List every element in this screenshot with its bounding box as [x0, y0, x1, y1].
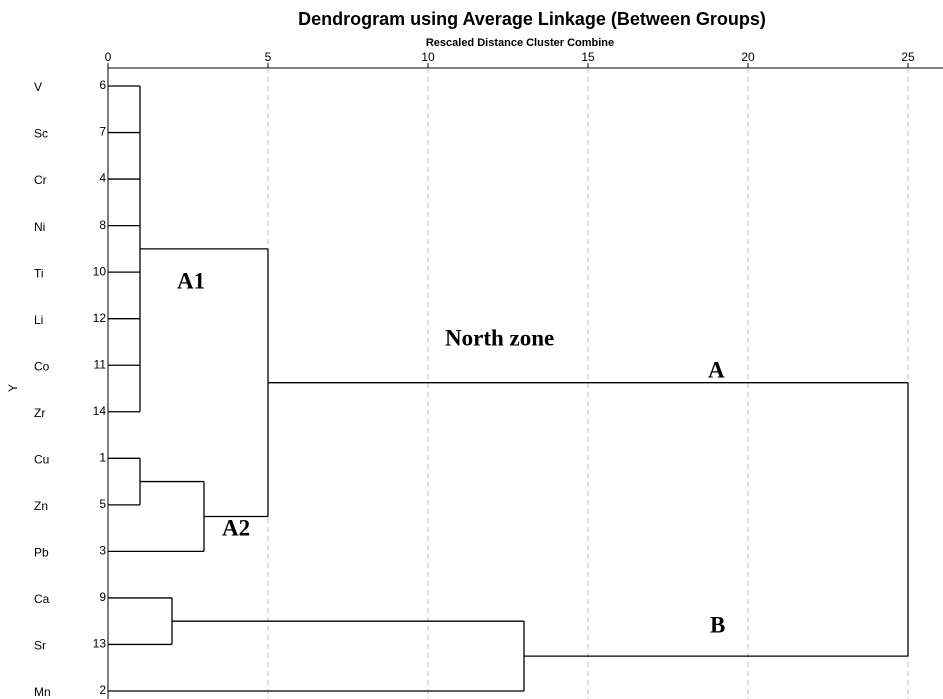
x-tick-label: 5 — [265, 50, 272, 64]
case-number: 3 — [99, 544, 106, 558]
leaf-label: Cu — [34, 452, 49, 466]
chart-subtitle: Rescaled Distance Cluster Combine — [426, 37, 614, 49]
leaf-label: Zn — [34, 499, 48, 513]
case-number: 9 — [99, 590, 106, 604]
case-number: 7 — [99, 125, 106, 139]
case-number: 2 — [99, 683, 106, 697]
annotation: A1 — [177, 268, 205, 293]
x-tick-label: 0 — [105, 50, 112, 64]
leaf-label: Pb — [34, 546, 49, 560]
leaf-label: Cr — [34, 173, 47, 187]
case-number: 12 — [93, 311, 107, 325]
leaf-label: Zr — [34, 406, 45, 420]
leaf-label: Sc — [34, 127, 48, 141]
leaf-label: Mn — [34, 685, 51, 699]
case-number: 10 — [93, 264, 107, 278]
case-number: 11 — [94, 357, 107, 371]
annotation: A — [708, 357, 725, 382]
chart-title: Dendrogram using Average Linkage (Betwee… — [298, 9, 766, 29]
leaf-label: Ca — [34, 592, 50, 606]
x-tick-label: 25 — [901, 50, 915, 64]
leaf-label: Co — [34, 359, 50, 373]
x-tick-label: 10 — [421, 50, 435, 64]
y-axis-label: Y — [6, 384, 20, 392]
case-number: 14 — [93, 404, 107, 418]
leaf-label: V — [34, 80, 42, 94]
case-number: 5 — [99, 497, 106, 511]
leaf-label: Ni — [34, 220, 45, 234]
leaf-label: Ti — [34, 266, 44, 280]
annotation: B — [710, 612, 725, 637]
case-number: 1 — [99, 450, 106, 464]
x-tick-label: 15 — [581, 50, 595, 64]
leaf-label: Sr — [34, 639, 46, 653]
x-tick-label: 20 — [741, 50, 755, 64]
case-number: 8 — [99, 218, 106, 232]
leaf-label: Li — [34, 313, 43, 327]
annotation: A2 — [222, 515, 250, 540]
annotation: North zone — [445, 325, 554, 350]
case-number: 13 — [93, 637, 107, 651]
case-number: 4 — [99, 171, 106, 185]
case-number: 6 — [99, 78, 106, 92]
